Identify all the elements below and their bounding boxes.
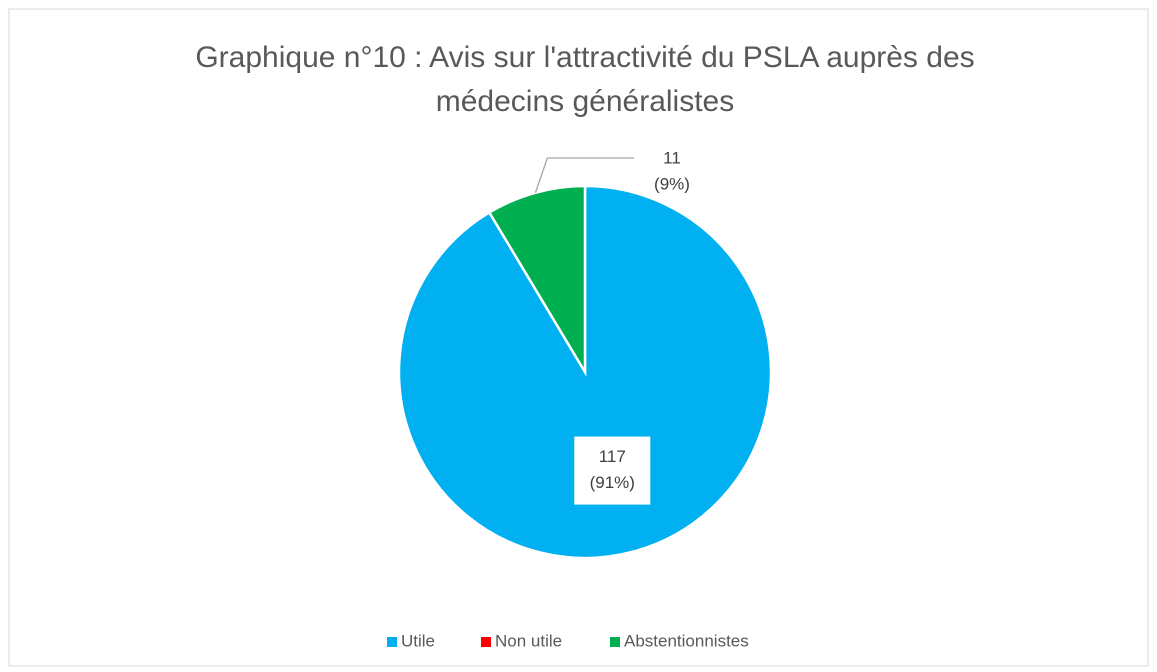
data-label: (91%) xyxy=(590,473,635,492)
legend-label: Non utile xyxy=(495,631,562,650)
legend-marker xyxy=(387,637,397,647)
leader-line xyxy=(534,157,634,193)
data-label: (9%) xyxy=(654,174,690,193)
legend-marker xyxy=(610,637,620,647)
data-label: 11 xyxy=(663,148,681,167)
chart-title: Graphique n°10 : Avis sur l'attractivité… xyxy=(195,41,975,118)
legend-marker xyxy=(481,637,491,647)
data-label: 117 xyxy=(599,447,626,466)
pie-slice xyxy=(487,184,587,377)
legend-label: Utile xyxy=(401,631,435,650)
pie-slice xyxy=(397,184,773,560)
data-label-box xyxy=(574,436,651,505)
legend-label: Abstentionnistes xyxy=(624,631,749,650)
